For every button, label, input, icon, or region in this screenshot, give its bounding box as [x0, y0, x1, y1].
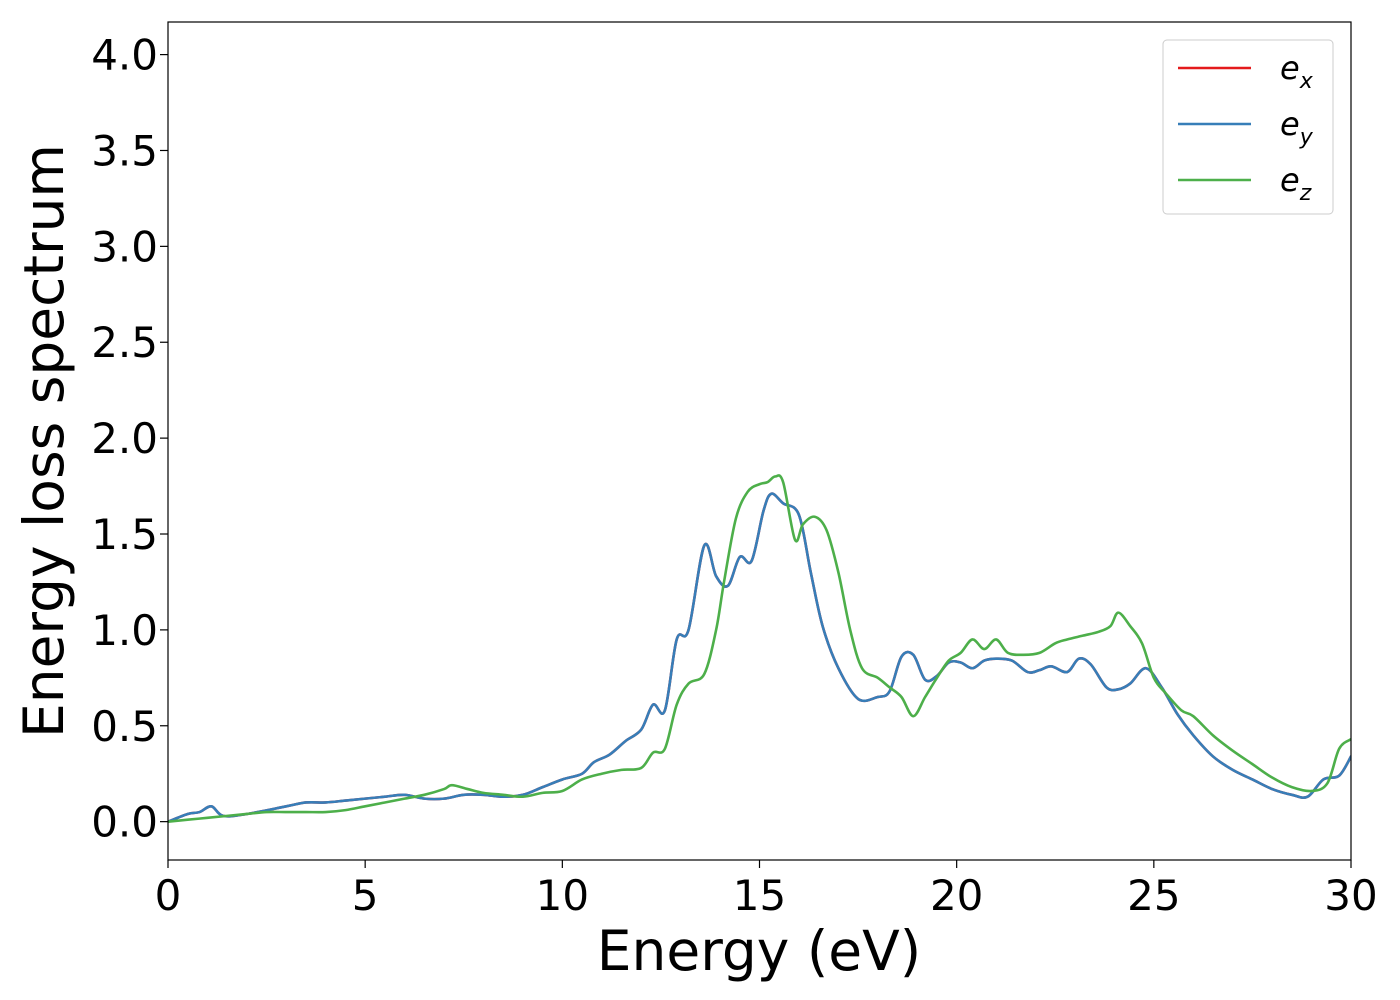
plot-background: [168, 22, 1351, 860]
legend-frame: [1162, 39, 1334, 215]
y-tick-label: 3.0: [91, 222, 158, 271]
x-tick-label: 10: [536, 871, 589, 920]
y-tick-label: 4.0: [91, 31, 158, 80]
y-axis-ticks: 0.0 0.5 1.0 1.5 2.0 2.5 3.0 3.5 4.0: [91, 31, 168, 847]
legend-label-ey: ey: [1280, 105, 1314, 150]
legend-label-ex: ex: [1280, 49, 1314, 94]
x-tick-label: 5: [352, 871, 379, 920]
series-layer: [168, 474, 1351, 823]
legend-label-ez: ez: [1280, 161, 1312, 206]
series-line-ez: [168, 474, 1351, 823]
y-tick-label: 3.5: [91, 126, 158, 175]
x-axis-ticks: 0 5 10 15 20 25 30: [155, 860, 1378, 920]
x-tick-label: 30: [1324, 871, 1377, 920]
y-tick-label: 1.5: [91, 510, 158, 559]
y-axis-label: Energy loss spectrum: [12, 144, 76, 738]
y-tick-label: 0.5: [91, 702, 158, 751]
y-tick-label: 0.0: [91, 798, 158, 847]
x-tick-label: 25: [1127, 871, 1180, 920]
y-tick-label: 1.0: [91, 606, 158, 655]
legend: ex ey ez: [1162, 39, 1334, 215]
x-axis-label: Energy (eV): [597, 919, 921, 983]
x-tick-label: 20: [930, 871, 983, 920]
y-tick-label: 2.5: [91, 318, 158, 367]
x-tick-label: 0: [155, 871, 182, 920]
series-line-ey: [168, 492, 1351, 823]
x-tick-label: 15: [733, 871, 786, 920]
y-tick-label: 2.0: [91, 414, 158, 463]
